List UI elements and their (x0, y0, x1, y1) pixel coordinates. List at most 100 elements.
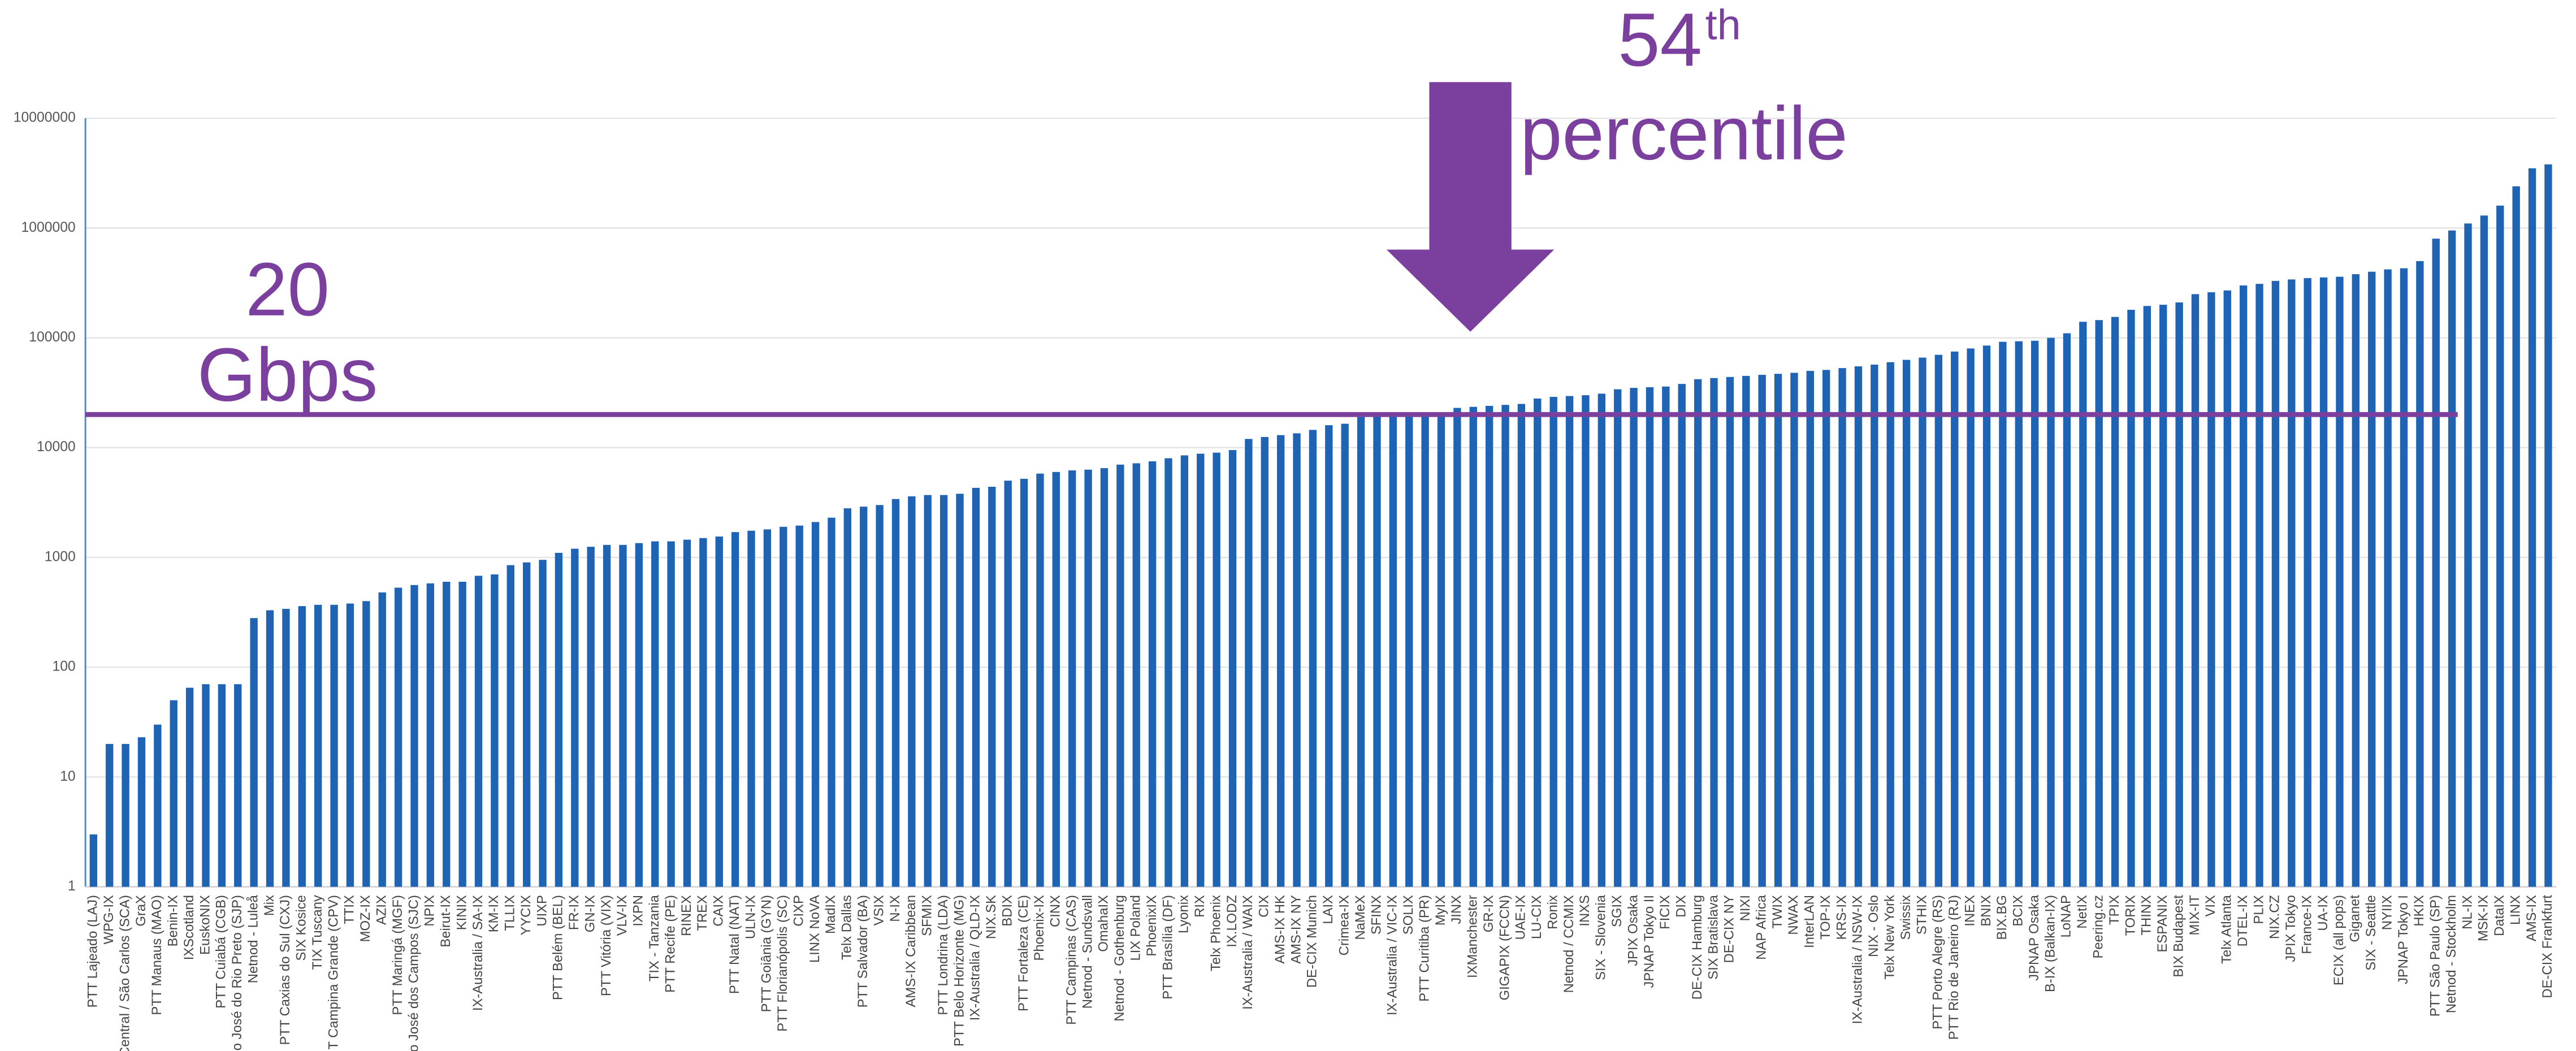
bar (1469, 406, 1477, 887)
x-tick-label: o José do Rio Preto (SJP) (230, 895, 245, 1050)
x-tick-label: SIX - Seattle (2363, 895, 2379, 971)
x-tick-label: GIGAPIX (FCCN) (1497, 895, 1512, 1000)
bar (2288, 279, 2296, 887)
bar (2143, 306, 2151, 887)
x-tick-label: PTT Campinas (CAS) (1064, 895, 1079, 1025)
bar (1854, 366, 1863, 887)
bar (1597, 393, 1606, 887)
bar (843, 508, 852, 887)
x-tick-label: CINX (1048, 895, 1063, 927)
bar (1951, 351, 1959, 887)
x-tick-label: Netnod - Stockholm (2444, 895, 2459, 1013)
bar (1694, 379, 1702, 887)
bar (2336, 276, 2344, 887)
x-tick-label: GraX (133, 895, 149, 927)
x-tick-label: Phoenix-IX (1032, 895, 1047, 961)
bar (2432, 239, 2440, 887)
x-tick-label: JPNAP Tokyo II (1642, 895, 1657, 988)
y-tick-label: 100 (52, 659, 75, 674)
bars (89, 164, 2552, 887)
bar (731, 532, 739, 887)
x-tick-label: LoNAP (2059, 895, 2074, 937)
x-tick-label: IX-Australia / WAIX (1240, 895, 1255, 1010)
x-tick-label: PTT Salvador (BA) (855, 895, 871, 1007)
x-tick-label: LU-CIX (1529, 895, 1544, 939)
bar (1982, 345, 1991, 887)
bar (2239, 285, 2248, 887)
x-tick-label: SIX Kosice (294, 895, 309, 961)
bar (891, 499, 900, 887)
bar (314, 604, 322, 887)
bar (2416, 261, 2424, 887)
bar (1806, 370, 1814, 887)
x-tick-label: Benin-IX (166, 895, 181, 946)
x-tick-label: N-IX (887, 895, 903, 922)
bar (266, 610, 274, 887)
bar (635, 543, 643, 887)
x-tick-label: PTT Rio de Janeiro (RJ) (1946, 895, 1962, 1040)
x-tick-label: IXManchester (1465, 895, 1480, 978)
bar (2191, 294, 2200, 887)
x-tick-label: TTIX (342, 895, 357, 924)
x-tick-label: UAE-IX (1513, 895, 1529, 940)
x-tick-label: PTT Lajeado (LAJ) (85, 895, 101, 1007)
x-tick-label: LINX NoVA (807, 895, 822, 963)
bar (2464, 223, 2472, 887)
x-tick-label: PTT Cuiabá (CGB) (214, 895, 229, 1009)
bar (522, 562, 531, 887)
bar (1517, 404, 1526, 887)
bar (2255, 284, 2263, 887)
bar (1164, 458, 1172, 887)
bar (2159, 305, 2167, 887)
x-tick-label: NAP Africa (1754, 894, 1769, 959)
bar (122, 743, 129, 887)
x-tick-label: IXPN (631, 895, 646, 927)
bar (539, 560, 547, 887)
bar (1148, 461, 1157, 887)
x-tick-label: InterLAN (1802, 895, 1817, 948)
x-tick-label: TORIX (2123, 895, 2138, 936)
x-tick-label: EuskoNIX (197, 895, 213, 955)
x-tick-label: GR-IX (1481, 895, 1496, 932)
bar (250, 618, 258, 887)
bar (683, 539, 691, 887)
bar (1501, 405, 1509, 887)
bar (1919, 357, 1926, 887)
bar (2480, 215, 2488, 887)
x-tick-label: Ronix (1545, 895, 1560, 929)
bar (185, 687, 194, 887)
x-tick-label: SFINX (1369, 895, 1384, 935)
x-tick-label: AMS-IX (2524, 895, 2539, 941)
bar (2095, 320, 2103, 887)
x-tick-label: PTT Belo Horizonte (MG) (951, 895, 967, 1046)
bar (89, 834, 98, 887)
x-tick-label: VIX (2203, 895, 2218, 916)
bar (170, 700, 177, 887)
x-tick-label: INEX (1962, 895, 1977, 927)
x-tick-label: RIX (1192, 895, 1207, 918)
bar (2047, 338, 2055, 887)
bar (1630, 388, 1638, 887)
x-tick-label: TPIX (2107, 895, 2122, 925)
threshold-label: 20 (245, 248, 330, 332)
bar (234, 684, 242, 887)
x-tick-label: AMS-IX NY (1288, 895, 1304, 964)
x-tick-label: PTT Porto Alegre (RS) (1930, 895, 1946, 1030)
bar (330, 604, 338, 887)
bar (1389, 416, 1397, 887)
x-tick-label: PTT Belém (BEL) (551, 895, 566, 1000)
x-tick-label: IX-Australia / SA-IX (470, 895, 486, 1011)
bar (362, 601, 370, 887)
x-tick-label: PTT Maringá (MGF) (390, 895, 405, 1015)
x-tick-label: BDIX (999, 895, 1015, 927)
bar (1084, 469, 1092, 887)
x-tick-label: MyIX (1433, 895, 1448, 925)
x-tick-label: TIX - Tanzania (647, 894, 662, 981)
x-tick-label: T Campina Grande (CPV) (326, 895, 341, 1049)
x-tick-label: SFMIX (920, 895, 935, 936)
percentile-word: percentile (1520, 92, 1848, 176)
percentile-number: 54 (1618, 0, 1702, 82)
bar (106, 743, 114, 887)
x-tick-label: PLIX (2251, 895, 2266, 924)
x-tick-label: Swissix (1898, 895, 1913, 940)
